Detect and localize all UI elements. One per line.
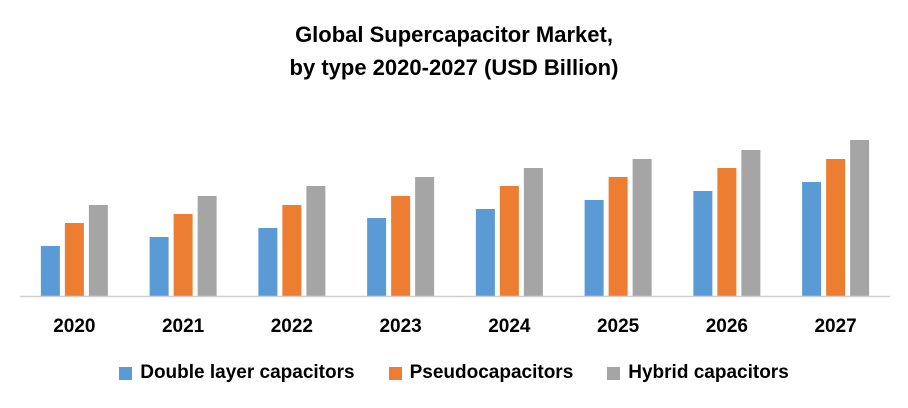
bar-2025-2: [632, 159, 652, 296]
bar-2027-0: [802, 182, 822, 296]
legend-swatch: [388, 366, 402, 380]
chart-title: Global Supercapacitor Market, by type 20…: [0, 18, 908, 84]
x-tick-label: 2024: [488, 316, 531, 337]
x-tick-label: 2020: [53, 316, 95, 337]
legend-swatch: [119, 366, 133, 380]
bar-2026-0: [693, 191, 713, 296]
bar-2023-2: [415, 177, 435, 296]
x-tick-label: 2021: [162, 316, 205, 337]
legend: Double layer capacitors Pseudocapacitors…: [0, 362, 908, 384]
bar-2020-1: [64, 223, 84, 296]
legend-item-hybrid: Hybrid capacitors: [607, 362, 789, 384]
bar-2023-0: [367, 218, 387, 296]
chart-title-line2: by type 2020-2027 (USD Billion): [289, 55, 619, 80]
bar-2027-2: [850, 140, 870, 296]
x-tick-label: 2026: [706, 316, 748, 337]
bar-2023-1: [391, 196, 411, 296]
bar-2021-0: [149, 237, 169, 296]
x-tick-label: 2027: [814, 316, 856, 337]
bar-2021-2: [197, 196, 217, 296]
bar-2027-1: [826, 159, 846, 296]
bar-2021-1: [173, 214, 193, 296]
bar-2025-1: [608, 177, 628, 296]
bar-2020-2: [88, 205, 108, 296]
bar-2024-0: [475, 209, 495, 296]
bar-2025-0: [584, 200, 604, 296]
legend-label: Double layer capacitors: [140, 362, 355, 383]
legend-label: Hybrid capacitors: [628, 362, 789, 383]
x-tick-label: 2023: [379, 316, 421, 337]
x-tick-label: 2022: [271, 316, 313, 337]
bar-2022-1: [282, 205, 302, 296]
x-tick-label: 2025: [597, 316, 640, 337]
legend-item-pseudo: Pseudocapacitors: [388, 362, 574, 384]
bar-2022-2: [306, 186, 326, 296]
legend-item-double-layer: Double layer capacitors: [119, 362, 355, 384]
legend-swatch: [607, 366, 621, 380]
bar-2024-1: [499, 186, 519, 296]
legend-label: Pseudocapacitors: [409, 362, 574, 383]
bar-2024-2: [523, 168, 543, 296]
bar-2026-1: [717, 168, 737, 296]
bar-2020-0: [40, 246, 60, 296]
chart-title-line1: Global Supercapacitor Market,: [295, 22, 613, 47]
bar-2022-0: [258, 228, 278, 296]
bar-2026-2: [741, 150, 761, 296]
